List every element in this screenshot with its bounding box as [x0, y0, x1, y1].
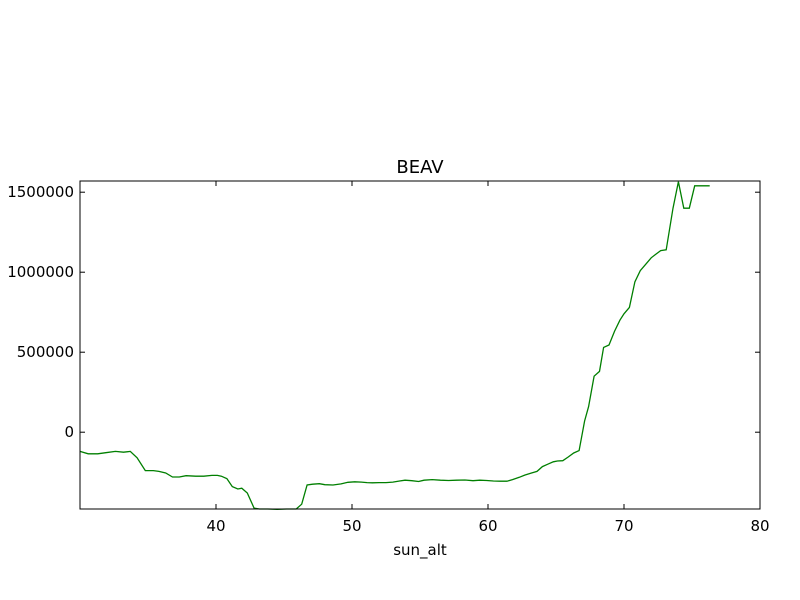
x-axis: 40 50 60 70 80 [206, 181, 770, 535]
y-tick-label: 500000 [17, 343, 74, 361]
y-axis: 0 500000 1000000 1500000 [7, 183, 760, 441]
chart-title: BEAV [396, 157, 444, 178]
x-tick-label: 50 [342, 517, 361, 535]
x-axis-label: sun_alt [393, 541, 447, 560]
plot-area [79, 181, 710, 510]
x-tick-label: 70 [614, 517, 633, 535]
series-line-0 [79, 181, 710, 510]
x-tick-label: 60 [478, 517, 497, 535]
plot-frame [79, 180, 761, 510]
x-tick-label: 40 [206, 517, 225, 535]
x-tick-label: 80 [750, 517, 769, 535]
y-tick-label: 0 [64, 423, 74, 441]
y-tick-label: 1500000 [7, 183, 74, 201]
y-tick-label: 1000000 [7, 263, 74, 281]
